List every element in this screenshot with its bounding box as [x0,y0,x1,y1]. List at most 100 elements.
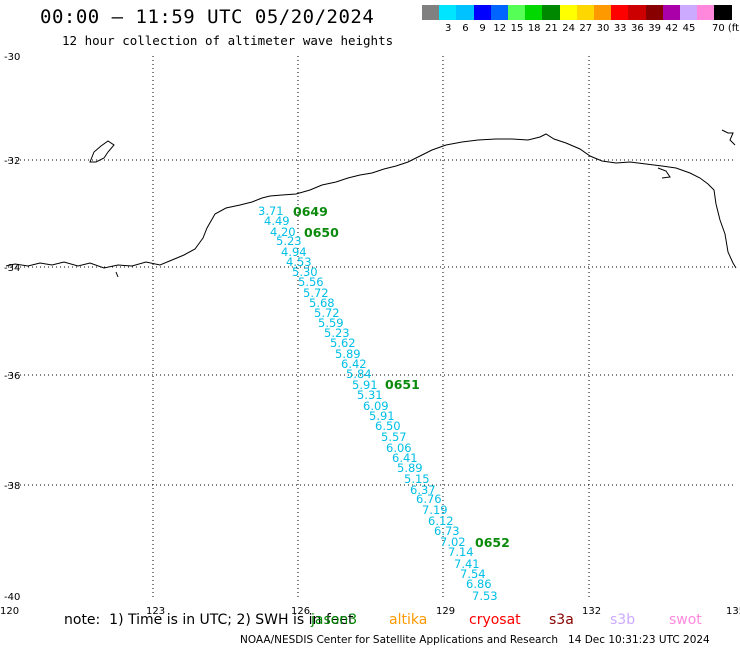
map-title: 00:00 – 11:59 UTC 05/20/2024 [40,6,375,28]
wave-height-observation: 7.53 [472,589,498,603]
scale-swatch [680,5,698,20]
scale-swatch [422,5,440,20]
wave-height-observation: 7.02 [440,535,466,549]
scale-swatch [439,5,458,20]
scale-swatch [594,5,612,20]
wave-height-observation: 4.49 [264,214,290,228]
wave-height-observation: 7.14 [448,545,474,559]
scale-swatch [542,5,561,20]
scale-swatch [456,5,475,20]
australia-south-coast [5,133,737,269]
scale-swatch [559,5,578,20]
latitude-label: -34 [4,263,20,274]
satellite-s3b: s3b [610,612,636,628]
latitude-label: -32 [4,156,20,167]
pass-times: 0649 0650 0651 0652 [293,204,510,550]
wave-height-observation: 4.53 [286,255,312,269]
wave-height-observation: 5.89 [335,347,361,361]
satellite-swot: swot [669,612,702,628]
scale-label: 15 [510,23,524,34]
scale-label: 21 [545,23,558,34]
wave-height-observation: 6.73 [434,524,460,538]
wave-height-observation: 5.23 [324,326,350,340]
wave-height-observation: 4.20 [270,225,296,239]
wave-height-observation: 6.09 [363,399,389,413]
latitude-label: -36 [4,371,20,382]
latitude-label: -40 [4,592,20,603]
scale-swatch [490,5,509,20]
pass-time-label: 0649 [293,204,328,219]
wave-height-observation: 6.41 [392,451,418,465]
wave-height-observation: 5.72 [314,306,340,320]
scale-swatch [525,5,544,20]
scale-swatch [662,5,681,20]
wave-height-observation: 6.50 [375,419,401,433]
coast-inlet [657,167,671,179]
wave-height-observation: 6.76 [416,492,442,506]
island-northwest [89,140,115,163]
longitude-label: 135 [726,606,740,617]
wave-height-observation: 7.41 [454,557,480,571]
scale-label: 9 [479,23,486,34]
coast-point [115,271,119,278]
altimeter-observations: 3.714.494.205.234.944.535.305.565.725.68… [258,204,498,603]
latitude-label: -30 [4,52,20,63]
satellite-jason3: jason3 [311,612,358,628]
scale-label: 30 [596,23,610,34]
wave-height-observation: 5.15 [404,472,430,486]
wave-height-observation: 3.71 [258,204,284,218]
wave-height-observation: 5.57 [381,430,407,444]
scale-swatch [628,5,647,20]
scale-label: 12 [493,23,507,34]
wave-height-observation: 6.86 [466,577,492,591]
scale-swatch [645,5,664,20]
pass-time-label: 0651 [385,377,420,392]
scale-swatch [714,5,733,20]
pass-time-label: 0652 [475,535,510,550]
wave-height-observation: 4.94 [281,245,307,259]
satellite-cryosat: cryosat [469,612,521,628]
wave-height-observation: 5.72 [303,286,329,300]
scale-label: 39 [648,23,661,34]
wave-height-observation: 7.54 [460,567,486,581]
scale-label: 18 [527,23,541,34]
longitude-label: 132 [582,606,601,617]
wave-height-observation: 6.12 [428,514,454,528]
wave-height-observation: 5.56 [298,275,324,289]
wave-height-observation: 5.23 [276,234,302,248]
wave-height-observation: 5.59 [318,316,344,330]
scale-label: 33 [613,23,627,34]
longitude-label: 126 [291,606,310,617]
wave-height-observation: 5.91 [369,409,395,423]
wave-height-observation: 5.91 [352,378,378,392]
wave-height-observation: 6.37 [410,483,436,497]
graticule: -30 -32 -34 -36 -38 -40 120 123 126 129 132 135 [0,52,740,617]
wave-height-observation: 5.30 [292,265,318,279]
scale-label: 24 [562,23,575,34]
longitude-label: 129 [436,606,455,617]
scale-swatch [611,5,630,20]
wave-height-observation: 7.19 [422,503,448,517]
scale-label: 6 [462,23,469,34]
satellite-s3a: s3a [549,612,574,628]
scale-label: 45 [682,23,696,34]
wave-height-observation: 5.68 [309,296,335,310]
wave-height-observation: 6.06 [386,441,412,455]
wave-height-observation: 5.89 [397,461,423,475]
scale-label: 27 [579,23,593,34]
coastline [5,129,737,278]
scale-swatch [473,5,492,20]
scale-swatch [697,5,716,20]
wave-height-observation: 6.42 [341,357,367,371]
satellite-altika: altika [389,612,428,628]
units-note: note: 1) Time is in UTC; 2) SWH is in fe… [64,612,354,628]
wave-height-observation: 5.84 [346,367,372,381]
satellite-legend: jason3 altika cryosat s3a s3b swot [0,612,740,630]
island-northeast [721,129,736,146]
longitude-label: 123 [146,606,165,617]
pass-time-label: 0650 [304,225,339,240]
scale-swatch [508,5,526,20]
wave-height-observation: 5.31 [357,388,383,402]
scale-label: 3 [445,23,452,34]
